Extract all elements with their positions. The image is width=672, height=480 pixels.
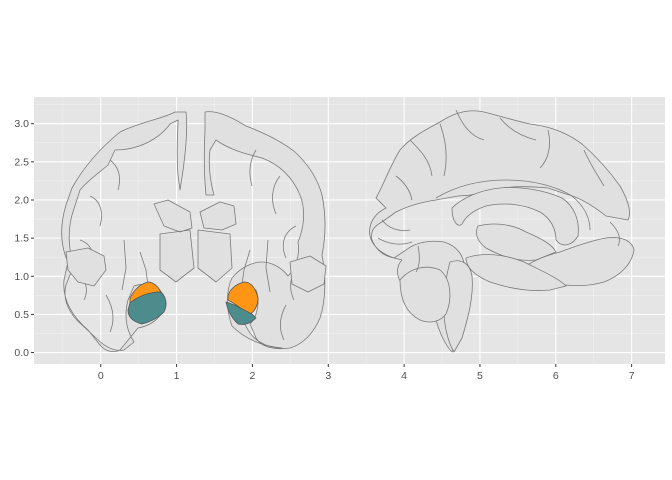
x-tick-label: 1 xyxy=(174,370,180,382)
x-tick-label: 6 xyxy=(553,370,559,382)
right-teal-region xyxy=(225,301,257,325)
y-tick-label: 0.0 xyxy=(14,347,29,359)
coronal-sulci-right xyxy=(241,149,301,341)
coronal-temporal-right xyxy=(289,255,327,293)
left-teal-region xyxy=(127,291,167,325)
x-tick-label: 4 xyxy=(401,370,407,382)
sagittal-view xyxy=(369,109,635,353)
y-axis: 0.0 0.5 1.0 1.5 2.0 2.5 3.0 xyxy=(14,118,34,359)
y-tick-label: 0.5 xyxy=(14,309,29,321)
sagittal-corpus-callosum xyxy=(451,187,579,246)
y-tick-label: 1.0 xyxy=(14,271,29,283)
x-tick-label: 2 xyxy=(250,370,256,382)
x-tick-label: 3 xyxy=(325,370,331,382)
sagittal-frontal-gyri xyxy=(395,109,605,201)
coronal-temporal-left xyxy=(65,247,107,287)
sagittal-cerebellum xyxy=(399,266,451,323)
coronal-ventricles xyxy=(153,199,237,283)
x-tick-label: 0 xyxy=(98,370,104,382)
sagittal-temporal-lobe xyxy=(465,254,567,291)
sagittal-cingulate xyxy=(377,179,620,273)
y-tick-label: 2.5 xyxy=(14,156,29,168)
y-tick-label: 1.5 xyxy=(14,233,29,245)
y-tick-label: 2.0 xyxy=(14,194,29,206)
y-tick-label: 3.0 xyxy=(14,118,29,130)
x-axis: 0 1 2 3 4 5 6 7 xyxy=(98,364,635,382)
coronal-view xyxy=(61,111,327,353)
x-tick-label: 5 xyxy=(477,370,483,382)
x-tick-label: 7 xyxy=(629,370,635,382)
